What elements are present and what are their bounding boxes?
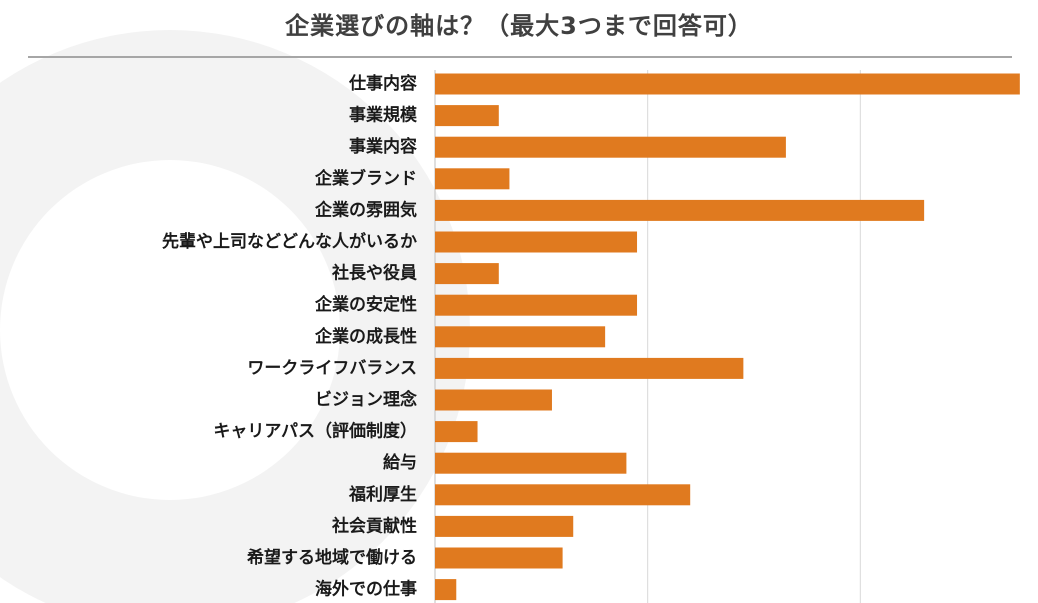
bar — [435, 326, 606, 348]
category-label: 給与 — [383, 452, 417, 473]
bar — [435, 452, 627, 474]
category-label: 仕事内容 — [348, 73, 417, 94]
category-label: 企業の成長性 — [314, 326, 417, 347]
category-label: 企業の雰囲気 — [314, 199, 417, 220]
bar — [435, 484, 691, 506]
bar — [435, 263, 499, 285]
category-label: 福利厚生 — [348, 484, 417, 505]
category-label: 社会貢献性 — [331, 515, 417, 536]
bar — [435, 73, 1020, 95]
bar — [435, 199, 925, 221]
bar — [435, 231, 638, 253]
category-label: 先輩や上司などどんな人がいるか — [162, 231, 417, 252]
category-label: 希望する地域で働ける — [247, 547, 417, 568]
category-label: ワークライフバランス — [247, 358, 417, 378]
bars — [435, 73, 1020, 601]
category-label: 海外での仕事 — [315, 579, 417, 600]
title-divider — [28, 56, 1012, 58]
category-label: 企業の安定性 — [314, 294, 417, 315]
category-label: 社長や役員 — [331, 263, 417, 284]
bar — [435, 547, 563, 569]
category-label: 企業ブランド — [314, 168, 417, 189]
category-label: キャリアパス（評価制度） — [213, 421, 417, 442]
category-label: 事業内容 — [349, 136, 417, 157]
bar — [435, 168, 510, 190]
bar — [435, 136, 786, 158]
chart-title: 企業選びの軸は？（最大3つまで回答可） — [285, 12, 753, 40]
bar — [435, 294, 638, 316]
category-labels: 仕事内容事業規模事業内容企業ブランド企業の雰囲気先輩や上司などどんな人がいるか社… — [162, 73, 418, 600]
category-label: ビジョン理念 — [315, 389, 417, 410]
bar — [435, 357, 744, 379]
bar — [435, 579, 457, 601]
bar — [435, 105, 499, 127]
bar — [435, 515, 574, 537]
bar — [435, 421, 478, 443]
bar — [435, 389, 552, 411]
category-label: 事業規模 — [349, 105, 418, 126]
